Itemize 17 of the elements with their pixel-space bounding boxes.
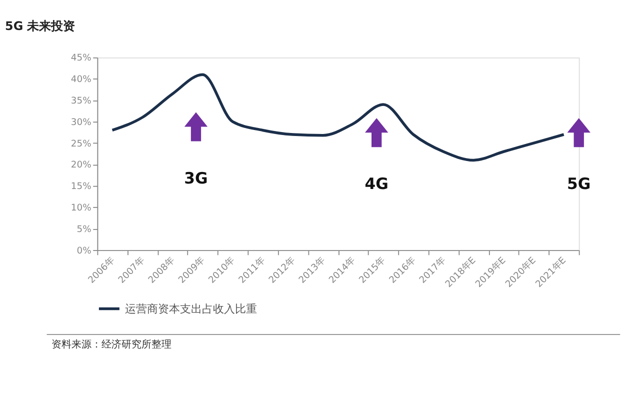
y-tick-label: 10% bbox=[70, 202, 92, 214]
y-tick-label: 30% bbox=[70, 116, 92, 128]
y-tick-label: 40% bbox=[70, 74, 92, 86]
y-tick-label: 20% bbox=[70, 160, 92, 171]
line-series bbox=[110, 73, 566, 162]
y-tick-label: 0% bbox=[76, 245, 92, 256]
legend-label: 运营商资本支出占收入比重 bbox=[124, 302, 257, 316]
y-tick-label: 15% bbox=[70, 181, 92, 192]
y-tick-label: 25% bbox=[70, 138, 92, 150]
y-tick-label: 45% bbox=[70, 52, 92, 64]
annotation: 4G bbox=[364, 175, 388, 194]
y-tick-label: 5% bbox=[76, 224, 92, 235]
annotation: 3G bbox=[184, 169, 208, 188]
text: 资料来源：经济研究所整理 bbox=[51, 338, 172, 350]
annotation: 5G bbox=[567, 175, 591, 194]
chart-title: 5G 未来投资 bbox=[5, 18, 76, 33]
y-tick-label: 35% bbox=[70, 95, 92, 106]
